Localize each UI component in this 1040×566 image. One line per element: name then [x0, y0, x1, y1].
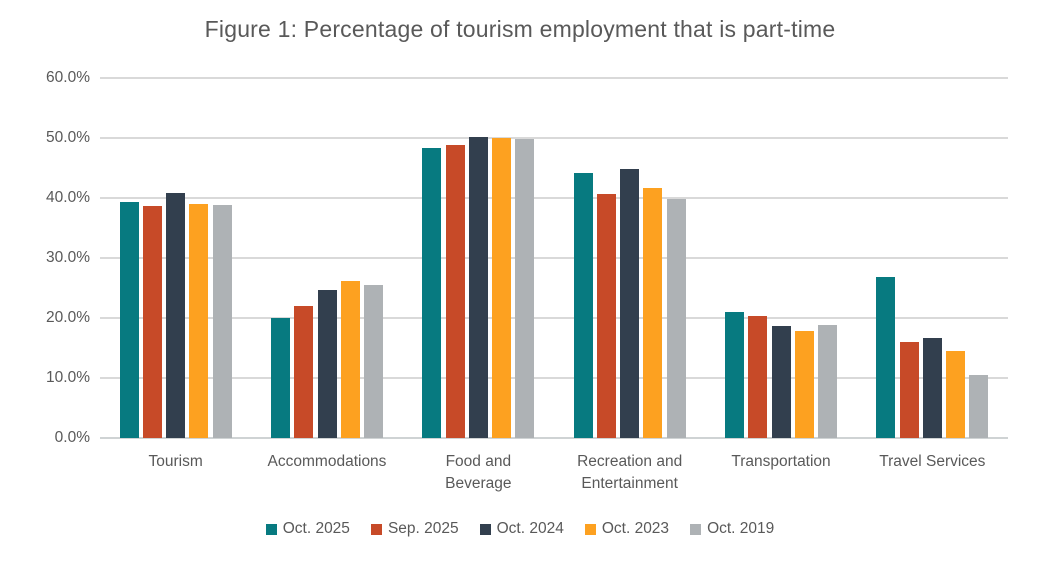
bar-sep-2025: [445, 144, 465, 438]
legend-item-sep-2025: Sep. 2025: [370, 520, 459, 538]
legend: Oct. 2025 Sep. 2025 Oct. 2024 Oct. 2023 Oct.…: [0, 520, 1040, 538]
bar-oct-2023: [340, 280, 360, 438]
gridline: [100, 197, 1008, 199]
x-tick-label: Food and Beverage: [445, 453, 512, 492]
legend-item-oct-2024: Oct. 2024: [479, 520, 564, 538]
bar-sep-2025: [899, 342, 919, 438]
x-tick-label: Tourism: [148, 453, 203, 470]
bar-oct-2019: [515, 139, 535, 438]
legend-swatch-icon: [584, 523, 596, 535]
legend-item-oct-2023: Oct. 2023: [584, 520, 670, 538]
bar-oct-2024: [468, 136, 488, 438]
bar-oct-2025: [271, 318, 290, 438]
gridline: [100, 377, 1008, 379]
bar-sep-2025: [596, 193, 616, 438]
legend-label: Oct. 2025: [282, 520, 350, 537]
bar-oct-2025: [422, 148, 442, 438]
y-tick-label: 0.0%: [54, 429, 90, 446]
bar-oct-2023: [492, 138, 512, 438]
y-tick-label: 20.0%: [46, 309, 90, 326]
bar-sep-2025: [748, 315, 768, 438]
bar-group-accommodations: [271, 280, 383, 438]
bar-oct-2025: [725, 312, 744, 438]
bar-sep-2025: [142, 206, 162, 438]
bar-oct-2025: [573, 173, 593, 438]
legend-label: Oct. 2024: [496, 520, 564, 537]
bar-oct-2019: [818, 324, 837, 438]
bar-oct-2019: [364, 285, 383, 438]
gridline: [100, 77, 1008, 79]
bar-group-transportation: [725, 312, 837, 438]
legend-swatch-icon: [690, 523, 702, 535]
y-tick-label: 40.0%: [46, 189, 90, 206]
legend-label: Sep. 2025: [387, 520, 459, 537]
gridline: [100, 317, 1008, 319]
bar-oct-2019: [666, 198, 686, 438]
y-tick-label: 50.0%: [46, 129, 90, 146]
bar-group-recreation-and-entertainment: [573, 169, 686, 438]
gridline: [100, 257, 1008, 259]
bar-oct-2025: [876, 276, 896, 438]
legend-label: Oct. 2019: [707, 520, 775, 537]
bar-sep-2025: [294, 306, 314, 438]
y-tick-label: 60.0%: [46, 69, 90, 86]
x-axis-line: [100, 437, 1008, 439]
bar-group-food-and-beverage: [422, 136, 535, 438]
x-tick-label: Accommodations: [267, 453, 387, 470]
bar-oct-2023: [794, 331, 814, 438]
chart-title: Figure 1: Percentage of tourism employme…: [204, 16, 836, 42]
y-tick-label: 30.0%: [46, 249, 90, 266]
bar-oct-2023: [946, 351, 966, 438]
legend-item-oct-2019: Oct. 2019: [690, 520, 774, 538]
legend-swatch-icon: [370, 523, 382, 535]
bar-oct-2019: [212, 205, 232, 438]
bar-oct-2019: [969, 375, 989, 438]
x-tick-label: Transportation: [731, 453, 831, 470]
gridline: [100, 137, 1008, 139]
bar-oct-2024: [166, 193, 186, 438]
bar-group-tourism: [119, 193, 232, 438]
x-tick-label: Recreation and Entertainment: [577, 453, 683, 492]
bar-oct-2024: [771, 325, 791, 438]
bar-oct-2023: [643, 188, 663, 438]
bar-oct-2024: [317, 289, 337, 438]
bar-oct-2025: [119, 202, 139, 438]
legend-swatch-icon: [265, 523, 277, 535]
bar-group-travel-services: [876, 276, 989, 438]
legend-swatch-icon: [479, 523, 491, 535]
x-tick-label: Travel Services: [879, 453, 986, 470]
bar-oct-2024: [620, 169, 640, 438]
bar-oct-2024: [922, 338, 942, 438]
legend-item-oct-2025: Oct. 2025: [265, 520, 350, 538]
y-axis: 60.0% 50.0% 40.0% 30.0% 20.0% 10.0% 0.0%: [0, 0, 90, 566]
legend-label: Oct. 2023: [601, 520, 670, 537]
plot-area: [100, 77, 1008, 439]
y-tick-label: 10.0%: [46, 369, 90, 386]
bar-oct-2023: [189, 204, 209, 438]
